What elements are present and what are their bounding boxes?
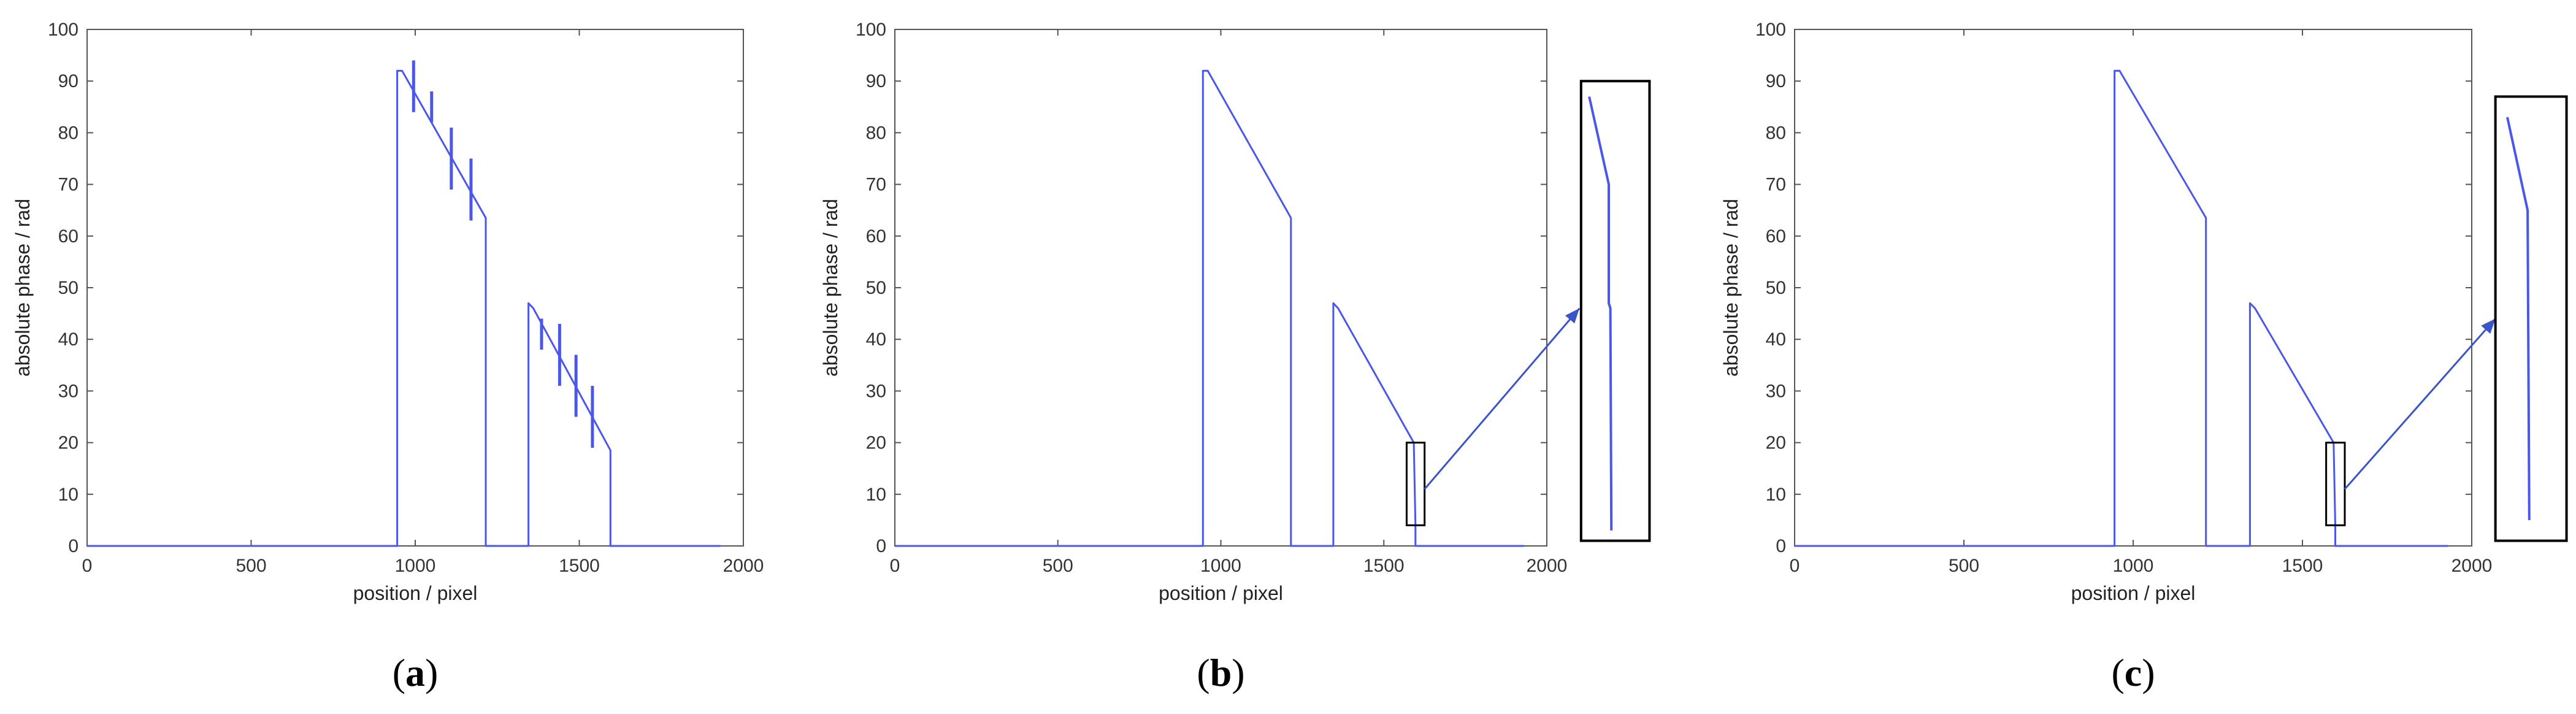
- panel-caption: (c): [2111, 651, 2155, 694]
- caption-open-paren: (: [393, 651, 405, 694]
- y-tick-label: 50: [58, 278, 79, 298]
- caption-letter: b: [1210, 651, 1232, 694]
- y-tick-label: 60: [1766, 226, 1786, 247]
- x-tick-label: 1500: [2282, 556, 2323, 576]
- y-tick-label: 10: [58, 485, 79, 505]
- y-tick-label: 70: [866, 175, 886, 195]
- caption-open-paren: (: [1197, 651, 1209, 694]
- caption-close-paren: ): [425, 651, 438, 694]
- zoom-arrow-head: [2481, 318, 2496, 334]
- plot-frame: [894, 29, 1547, 547]
- y-tick-label: 70: [1766, 175, 1786, 195]
- y-tick-label: 100: [1755, 20, 1786, 40]
- y-tick-label: 70: [58, 175, 79, 195]
- y-tick-label: 80: [866, 123, 886, 143]
- caption-open-paren: (: [2111, 651, 2124, 694]
- x-axis-title: position / pixel: [2071, 582, 2196, 604]
- x-tick-label: 0: [1790, 556, 1800, 576]
- y-tick-label: 100: [856, 20, 886, 40]
- y-tick-label: 0: [68, 536, 79, 556]
- y-axis-title: absolute phase / rad: [1720, 199, 1742, 377]
- caption-letter: c: [2125, 651, 2142, 694]
- y-tick-label: 80: [1766, 123, 1786, 143]
- y-tick-label: 50: [866, 278, 886, 298]
- x-axis-title: position / pixel: [1159, 582, 1283, 604]
- x-tick-label: 0: [82, 556, 93, 576]
- y-axis-title: absolute phase / rad: [12, 199, 34, 377]
- y-axis-title: absolute phase / rad: [819, 199, 841, 377]
- x-tick-label: 0: [890, 556, 900, 576]
- zoom-inset-curve: [2506, 117, 2531, 520]
- x-tick-label: 2000: [2451, 556, 2493, 576]
- y-tick-label: 20: [58, 433, 79, 453]
- x-tick-label: 2000: [1527, 556, 1568, 576]
- panel-c: 0 500 1000 1500 2000 0 10 20 30 40 50 60 70 80 90 100 po…: [1720, 20, 2568, 694]
- x-tick-label: 1000: [395, 556, 436, 576]
- x-tick-label: 1000: [1200, 556, 1241, 576]
- y-tick-label: 0: [876, 536, 886, 556]
- y-tick-label: 30: [1766, 381, 1786, 401]
- x-tick-label: 1000: [2113, 556, 2154, 576]
- y-tick-label: 50: [1766, 278, 1786, 298]
- x-axis-title: position / pixel: [353, 582, 478, 604]
- zoom-inset-box: [2494, 95, 2568, 542]
- y-tick-label: 90: [866, 71, 886, 91]
- zoom-inset-box: [1579, 80, 1651, 542]
- x-tick-label: 500: [236, 556, 266, 576]
- y-tick-label: 0: [1776, 536, 1786, 556]
- y-tick-label: 20: [866, 433, 886, 453]
- y-tick-label: 40: [1766, 329, 1786, 350]
- x-tick-label: 1500: [1363, 556, 1405, 576]
- caption-close-paren: ): [1232, 651, 1244, 694]
- panel-b: 0 500 1000 1500 2000 0 10 20 30 40 50 60 70 80 90 100 po…: [819, 20, 1651, 694]
- y-tick-label: 100: [48, 20, 79, 40]
- y-tick-label: 40: [58, 329, 79, 350]
- y-tick-label: 20: [1766, 433, 1786, 453]
- phase-series-line: [87, 69, 721, 547]
- y-tick-label: 30: [866, 381, 886, 401]
- panel-caption: (a): [393, 651, 439, 694]
- phase-series-line: [895, 69, 1524, 547]
- x-tick-label: 1500: [559, 556, 600, 576]
- plot-frame: [1794, 29, 2472, 547]
- caption-close-paren: ): [2142, 651, 2155, 694]
- zoom-inset-curve: [1588, 96, 1613, 531]
- y-tick-label: 60: [866, 226, 886, 247]
- x-tick-label: 2000: [723, 556, 764, 576]
- y-tick-label: 60: [58, 226, 79, 247]
- y-tick-label: 40: [866, 329, 886, 350]
- y-tick-label: 10: [1766, 485, 1786, 505]
- y-tick-label: 90: [1766, 71, 1786, 91]
- panel-a: 0 500 1000 1500 2000 0 10 20 30 40 50 60 70 80 90 100 po…: [12, 20, 764, 694]
- highlight-box: [1405, 442, 1426, 526]
- zoom-arrow: [1424, 307, 1581, 490]
- y-tick-label: 80: [58, 123, 79, 143]
- x-tick-label: 500: [1043, 556, 1073, 576]
- y-tick-label: 30: [58, 381, 79, 401]
- zoom-arrow: [2344, 318, 2496, 490]
- zoom-arrow-head: [1565, 308, 1580, 324]
- panel-caption: (b): [1197, 651, 1244, 694]
- phase-series-line: [1795, 69, 2448, 547]
- highlight-box: [2325, 442, 2346, 526]
- caption-letter: a: [405, 651, 425, 694]
- y-tick-label: 90: [58, 71, 79, 91]
- y-tick-label: 10: [866, 485, 886, 505]
- x-tick-label: 500: [1949, 556, 1979, 576]
- plot-frame: [86, 29, 744, 547]
